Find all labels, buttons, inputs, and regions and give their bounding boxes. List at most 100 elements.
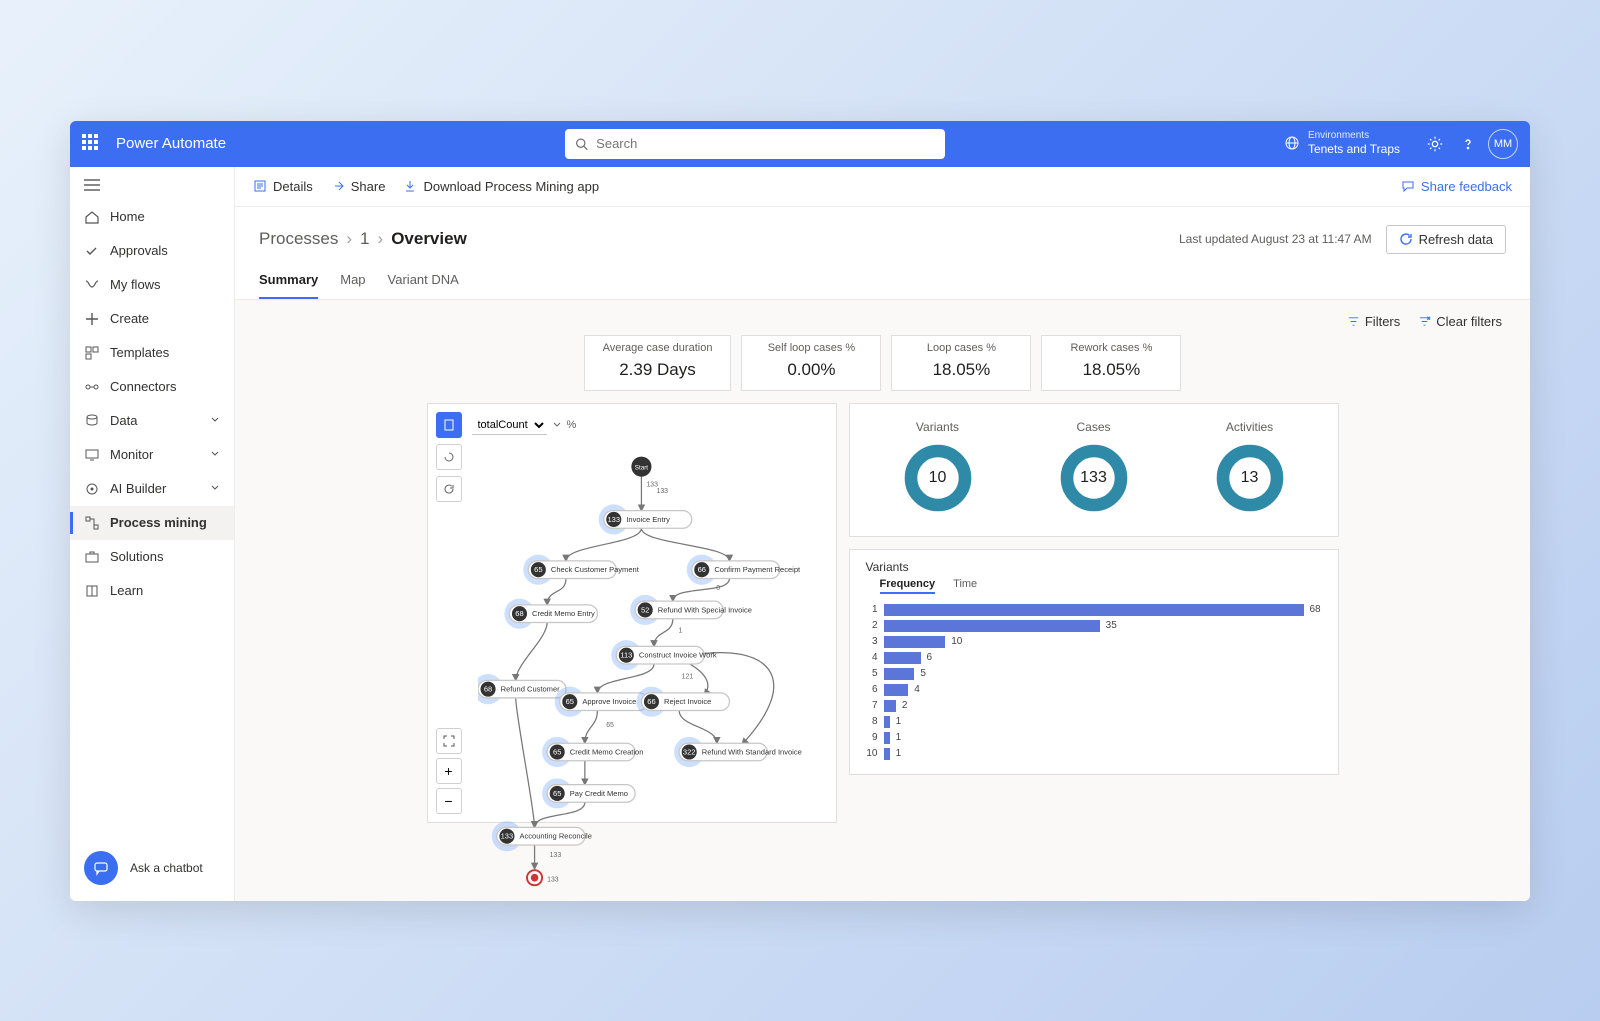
- svg-text:65: 65: [534, 565, 542, 574]
- map-mode-reload-icon[interactable]: [436, 476, 462, 502]
- environment-picker[interactable]: Environments Tenets and Traps: [1284, 130, 1400, 156]
- svg-text:Credit Memo Creation: Credit Memo Creation: [569, 747, 643, 756]
- app-launcher-icon[interactable]: [82, 134, 102, 154]
- breadcrumb-mid[interactable]: 1: [360, 229, 369, 249]
- data-icon: [84, 413, 100, 429]
- sidebar-item-monitor[interactable]: Monitor: [70, 438, 234, 472]
- share-feedback-button[interactable]: Share feedback: [1401, 179, 1512, 194]
- svg-text:66: 66: [647, 697, 655, 706]
- donut-label: Variants: [902, 420, 974, 434]
- svg-text:Construct Invoice Work: Construct Invoice Work: [638, 650, 716, 659]
- sidebar-item-templates[interactable]: Templates: [70, 336, 234, 370]
- sidebar-item-processmining[interactable]: Process mining: [70, 506, 234, 540]
- metric-card: Average case duration2.39 Days: [584, 335, 732, 391]
- sidebar-item-create[interactable]: Create: [70, 302, 234, 336]
- breadcrumb-root[interactable]: Processes: [259, 229, 338, 249]
- svg-text:68: 68: [515, 609, 523, 618]
- chevron-down-icon: [210, 447, 220, 462]
- variant-bar[interactable]: 55: [866, 668, 1322, 680]
- tab-variant-dna[interactable]: Variant DNA: [388, 272, 459, 299]
- map-fullscreen-icon[interactable]: [436, 728, 462, 754]
- metric-card: Loop cases %18.05%: [891, 335, 1031, 391]
- sidebar-toggle-icon[interactable]: [70, 173, 234, 200]
- svg-text:Pay Credit Memo: Pay Credit Memo: [569, 788, 627, 797]
- donut-variants: Variants 10: [902, 420, 974, 514]
- search-box[interactable]: [565, 129, 945, 159]
- svg-text:Reject Invoice: Reject Invoice: [664, 697, 711, 706]
- map-zoom-in-icon[interactable]: +: [436, 758, 462, 784]
- settings-icon[interactable]: [1426, 135, 1444, 153]
- share-button[interactable]: Share: [331, 179, 386, 194]
- variant-bar[interactable]: 64: [866, 684, 1322, 696]
- search-input[interactable]: [596, 136, 935, 151]
- sidebar-item-connectors[interactable]: Connectors: [70, 370, 234, 404]
- monitor-icon: [84, 447, 100, 463]
- processmining-icon: [84, 515, 100, 531]
- tab-summary[interactable]: Summary: [259, 272, 318, 299]
- details-button[interactable]: Details: [253, 179, 313, 194]
- sidebar-item-label: Connectors: [110, 379, 176, 394]
- refresh-button[interactable]: Refresh data: [1386, 225, 1506, 254]
- sidebar-item-label: Home: [110, 209, 145, 224]
- svg-text:Invoice Entry: Invoice Entry: [626, 514, 670, 523]
- variant-bar[interactable]: 168: [866, 604, 1322, 616]
- donut-value: 133: [1058, 442, 1130, 514]
- download-button[interactable]: Download Process Mining app: [403, 179, 599, 194]
- metric-value: 0.00%: [760, 360, 862, 380]
- variant-bar[interactable]: 46: [866, 652, 1322, 664]
- home-icon: [84, 209, 100, 225]
- sidebar-item-learn[interactable]: Learn: [70, 574, 234, 608]
- map-metric-dropdown[interactable]: totalCount %: [472, 416, 577, 435]
- download-icon: [403, 179, 417, 193]
- variant-bar[interactable]: 310: [866, 636, 1322, 648]
- variant-bar[interactable]: 81: [866, 716, 1322, 728]
- feedback-icon: [1401, 179, 1415, 193]
- filters-button[interactable]: Filters: [1347, 314, 1400, 329]
- variants-title: Variants: [866, 560, 1322, 574]
- process-map-svg[interactable]: 133011215865133Start133133Invoice Entry6…: [478, 444, 830, 897]
- variants-subtab-frequency[interactable]: Frequency: [880, 578, 936, 594]
- sidebar-item-label: My flows: [110, 277, 161, 292]
- learn-icon: [84, 583, 100, 599]
- connectors-icon: [84, 379, 100, 395]
- svg-text:65: 65: [553, 747, 561, 756]
- svg-text:Refund With Standard Invoice: Refund With Standard Invoice: [701, 747, 801, 756]
- sidebar-item-home[interactable]: Home: [70, 200, 234, 234]
- sidebar-item-data[interactable]: Data: [70, 404, 234, 438]
- sidebar-item-label: Solutions: [110, 549, 163, 564]
- variants-subtab-time[interactable]: Time: [953, 578, 977, 594]
- clear-filters-button[interactable]: Clear filters: [1418, 314, 1502, 329]
- variant-bar[interactable]: 101: [866, 748, 1322, 760]
- chatbot-icon: [84, 851, 118, 885]
- sidebar-item-myflows[interactable]: My flows: [70, 268, 234, 302]
- svg-text:52: 52: [640, 605, 648, 614]
- variant-bar[interactable]: 91: [866, 732, 1322, 744]
- tab-bar: Summary Map Variant DNA: [259, 272, 1506, 299]
- sidebar-item-solutions[interactable]: Solutions: [70, 540, 234, 574]
- sidebar-item-label: Templates: [110, 345, 169, 360]
- metrics-row: Average case duration2.39 DaysSelf loop …: [263, 335, 1502, 391]
- myflows-icon: [84, 277, 100, 293]
- sidebar-item-label: Data: [110, 413, 137, 428]
- map-mode-clipboard-icon[interactable]: [436, 412, 462, 438]
- donut-cases: Cases 133: [1058, 420, 1130, 514]
- svg-text:322: 322: [682, 747, 695, 756]
- variant-bar[interactable]: 72: [866, 700, 1322, 712]
- tab-map[interactable]: Map: [340, 272, 365, 299]
- help-icon[interactable]: [1460, 136, 1476, 152]
- sidebar-item-label: AI Builder: [110, 481, 166, 496]
- sidebar-item-aibuilder[interactable]: AI Builder: [70, 472, 234, 506]
- svg-text:Check Customer Payment: Check Customer Payment: [550, 565, 639, 574]
- breadcrumb: Processes › 1 › Overview: [259, 229, 467, 249]
- svg-text:121: 121: [681, 673, 693, 680]
- ask-chatbot-button[interactable]: Ask a chatbot: [84, 851, 203, 885]
- variants-bars: 168 235 310 46 55 64 72 81 91 101: [866, 604, 1322, 760]
- sidebar-item-approvals[interactable]: Approvals: [70, 234, 234, 268]
- user-avatar[interactable]: MM: [1488, 129, 1518, 159]
- map-zoom-out-icon[interactable]: −: [436, 788, 462, 814]
- svg-text:Accounting Reconcile: Accounting Reconcile: [519, 831, 591, 840]
- chevron-down-icon: [210, 413, 220, 428]
- svg-text:133: 133: [607, 514, 620, 523]
- variant-bar[interactable]: 235: [866, 620, 1322, 632]
- map-mode-swirl-icon[interactable]: [436, 444, 462, 470]
